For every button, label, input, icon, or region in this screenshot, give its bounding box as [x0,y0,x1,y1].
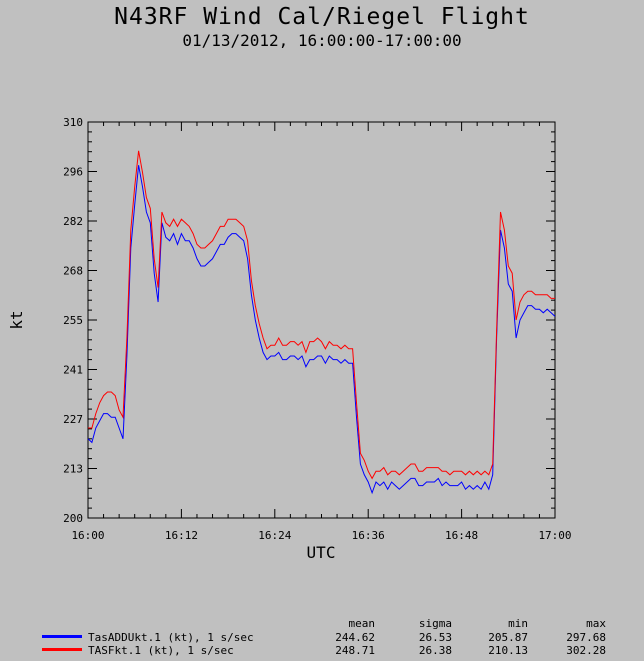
legend-label: TASFkt.1 (kt), 1 s/sec [88,644,234,657]
chart-subtitle: 01/13/2012, 16:00:00-17:00:00 [182,31,462,50]
chart-title: N43RF Wind Cal/Riegel Flight [114,4,530,30]
stat-sigma: 26.38 [418,644,452,657]
y-tick-label: 282 [63,215,83,228]
x-tick-label: 16:12 [165,529,198,542]
legend-label: TasADDUkt.1 (kt), 1 s/sec [88,631,254,644]
x-tick-label: 16:36 [352,529,385,542]
y-tick-label: 213 [63,463,83,476]
stat-sigma: 26.53 [418,631,452,644]
chart-plot: 200 213 227 241 255 268 282 296 310 16:00 16:12 16:… [7,116,572,562]
legend-swatch [42,635,82,638]
legend-row-tasaddu: TasADDUkt.1 (kt), 1 s/sec 244.62 26.53 2… [0,631,644,644]
stat-mean: 244.62 [335,631,375,644]
y-tick-label: 241 [63,364,83,377]
y-tick-label: 296 [63,166,83,179]
series-line-tasaddu [87,165,556,495]
x-axis-label: UTC [307,543,336,562]
series-line-tasf [88,150,555,480]
y-tick-label: 310 [63,116,83,129]
plot-area [87,121,556,519]
y-tick-label: 200 [63,512,83,525]
y-axis-label: kt [7,310,26,329]
stat-max: 302.28 [566,644,606,657]
x-tick-label: 16:24 [258,529,291,542]
x-tick-label: 16:48 [445,529,478,542]
y-tick-label: 268 [63,265,83,278]
stat-mean: 248.71 [335,644,375,657]
stat-min: 210.13 [488,644,528,657]
legend-row-tasf: TASFkt.1 (kt), 1 s/sec 248.71 26.38 210.… [0,644,644,657]
x-tick-label: 17:00 [538,529,571,542]
x-tick-label: 16:00 [71,529,104,542]
legend-swatch [42,648,82,651]
stat-min: 205.87 [488,631,528,644]
y-tick-label: 227 [63,413,83,426]
stat-max: 297.68 [566,631,606,644]
y-tick-label: 255 [63,314,83,327]
